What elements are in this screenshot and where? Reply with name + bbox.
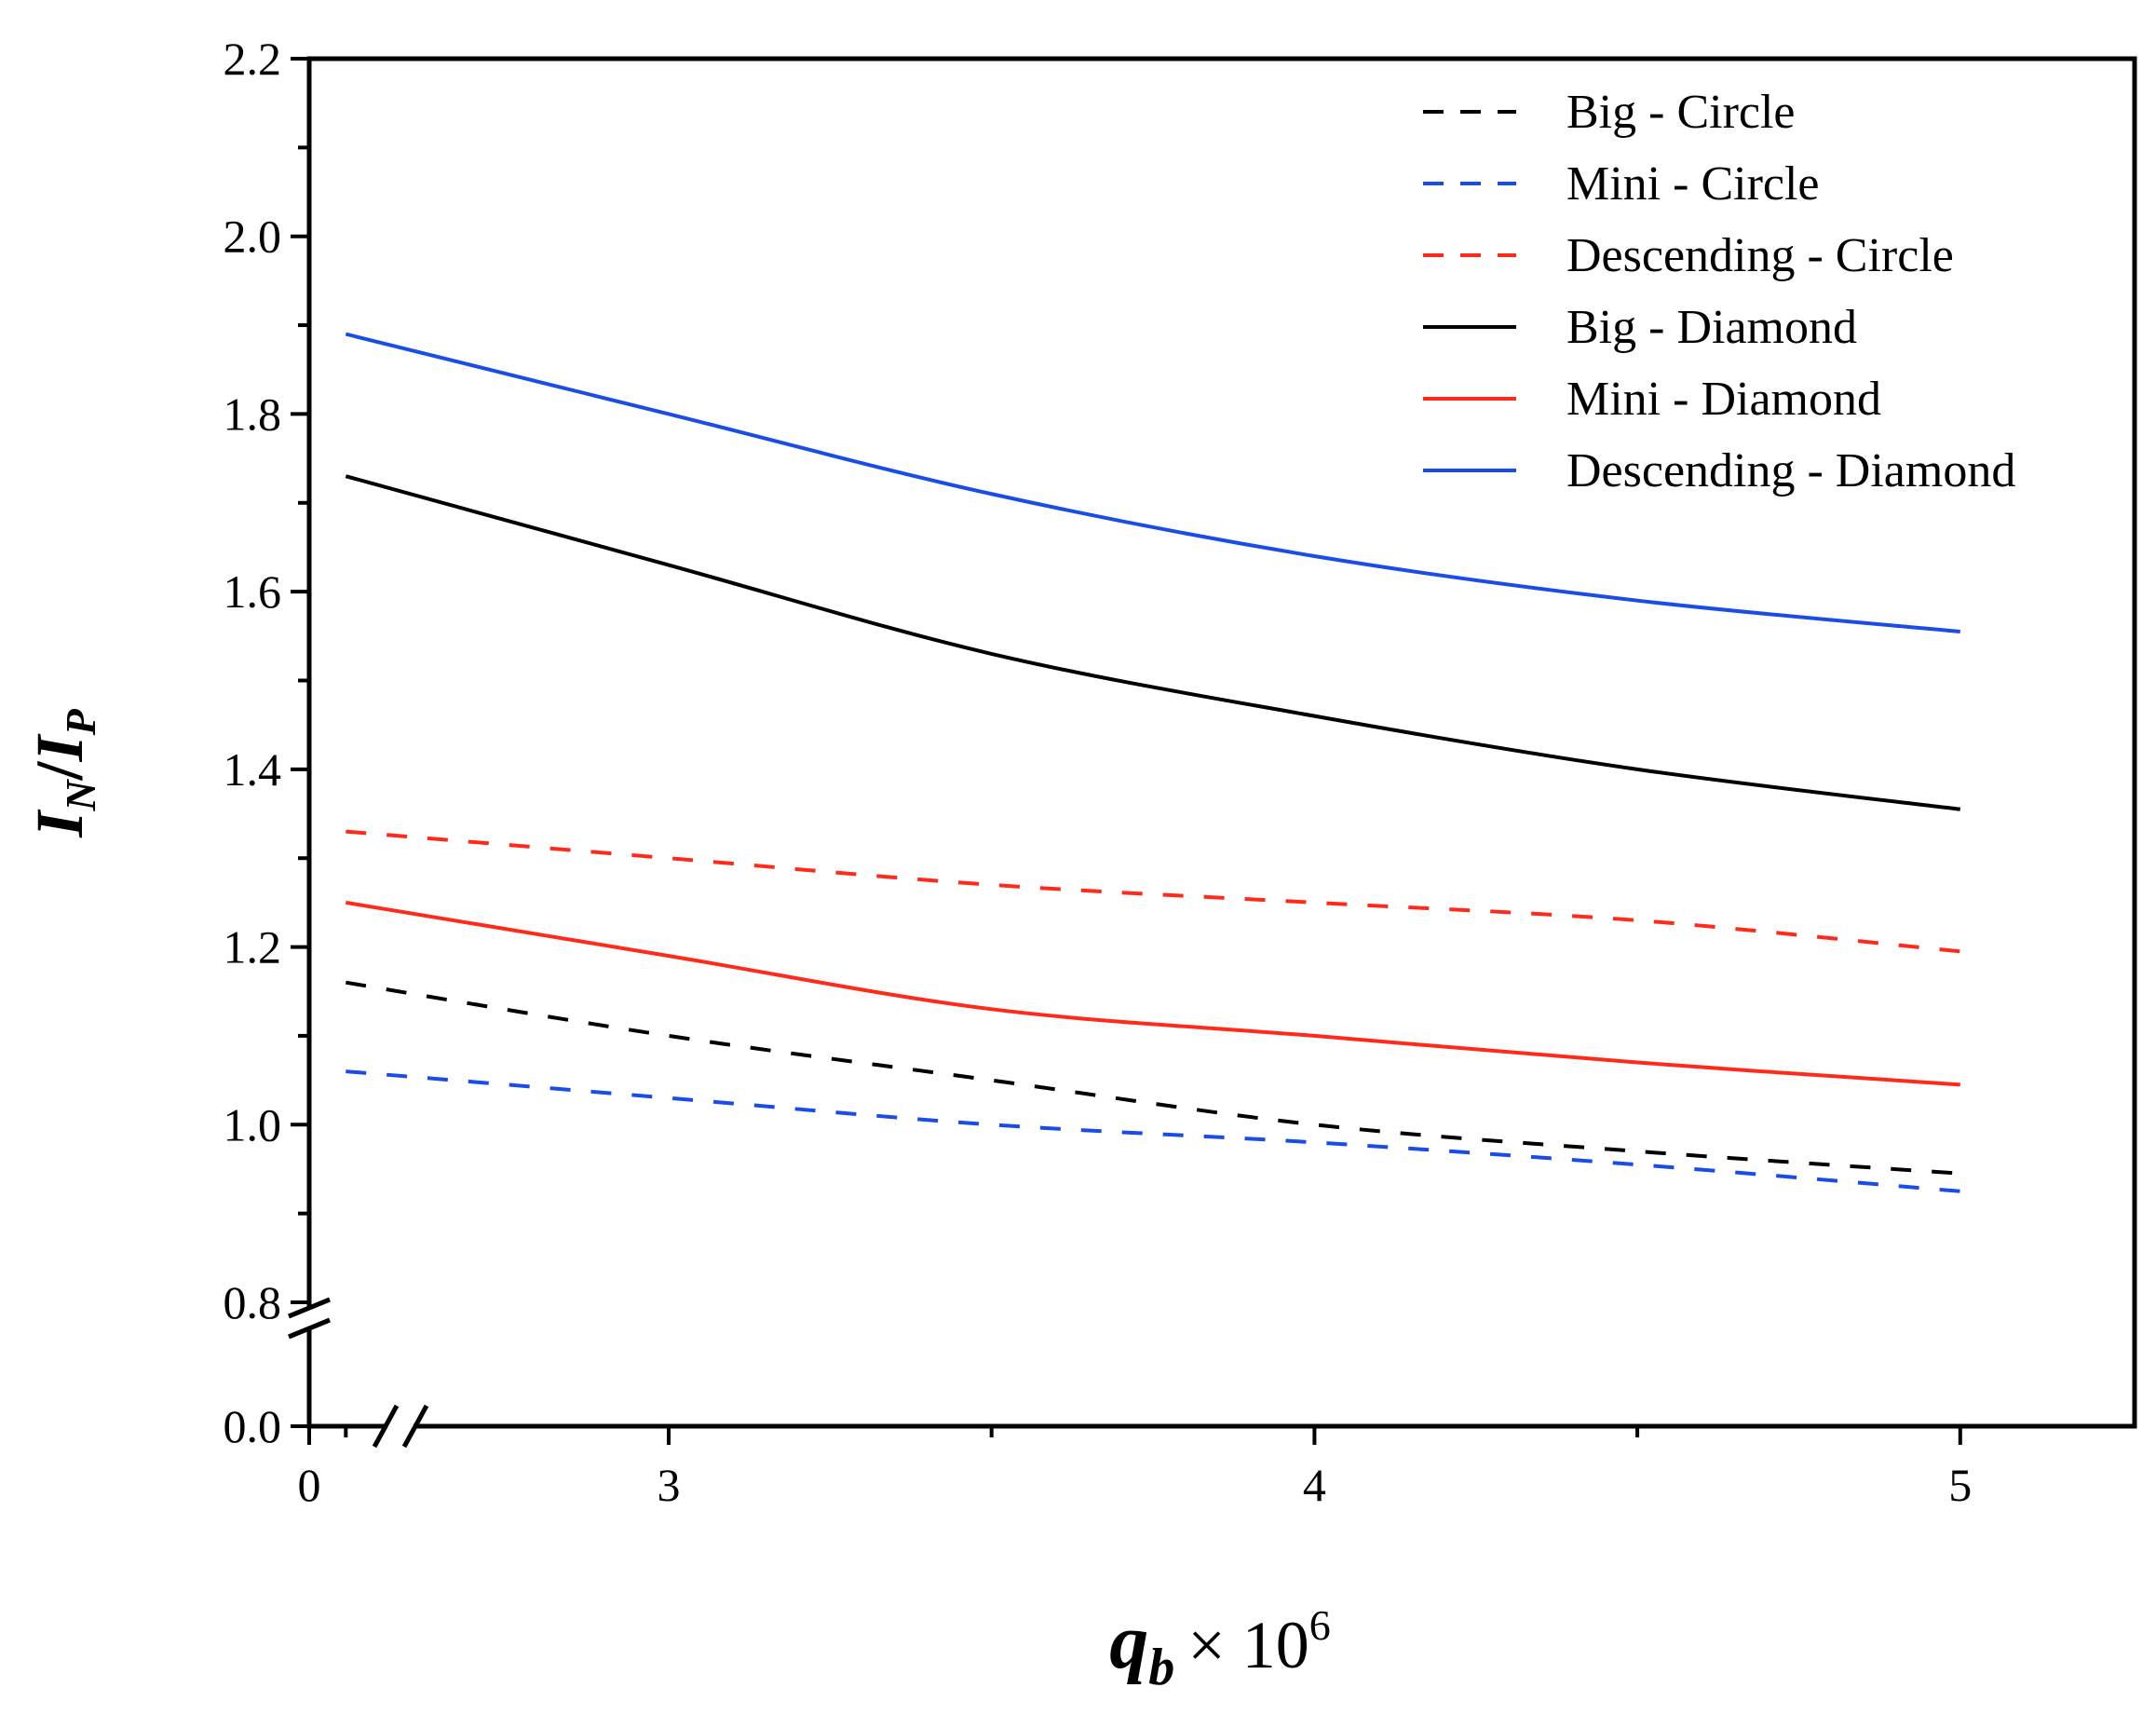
y-axis-title: IN/IP xyxy=(22,708,104,837)
series-line-descending-diamond xyxy=(345,332,1960,634)
y-title-i1: I xyxy=(22,809,97,838)
x-tick-label: 0 xyxy=(298,1459,321,1511)
x-break-mark xyxy=(372,1404,400,1449)
x-title-exp: 6 xyxy=(1309,1601,1331,1649)
series-layer xyxy=(345,332,1961,1193)
y-tick-label: 1.8 xyxy=(224,388,282,440)
legend-label: Big - Diamond xyxy=(1566,301,1857,354)
y-tick-label: 1.0 xyxy=(224,1098,282,1150)
ticks-layer: 0.0 0.8 1.0 1.2 1.4 1.6 1.8 2.0 2.2 0 3 4 5 xyxy=(224,33,1973,1511)
x-tick-label: 4 xyxy=(1303,1459,1326,1511)
series-line-mini-diamond xyxy=(345,900,1960,1087)
y-break-mark xyxy=(288,1317,331,1340)
x-title-times: × 10 xyxy=(1187,1608,1309,1682)
legend-label: Mini - Circle xyxy=(1566,157,1820,211)
y-tick-label: 1.2 xyxy=(224,921,282,973)
legend-label: Mini - Diamond xyxy=(1566,373,1881,426)
x-break-mark xyxy=(401,1404,429,1449)
y-title-slash: / xyxy=(22,760,97,781)
series-line-big-diamond xyxy=(345,474,1961,811)
series-line-big-circle xyxy=(345,980,1960,1176)
y-tick-label: 2.2 xyxy=(224,33,282,85)
y-break-mark xyxy=(288,1297,331,1319)
legend-label: Big - Circle xyxy=(1566,86,1796,139)
x-title-sub: b xyxy=(1148,1639,1174,1696)
y-tick-label: 1.6 xyxy=(224,565,282,618)
legend-label: Descending - Circle xyxy=(1566,229,1954,282)
legend-label: Descending - Diamond xyxy=(1566,444,2015,497)
y-title-sub1: N xyxy=(57,779,104,812)
x-tick-label: 5 xyxy=(1948,1459,1972,1511)
y-tick-label: 0.8 xyxy=(224,1276,282,1328)
x-tick-label: 3 xyxy=(658,1459,681,1511)
y-title-i2: I xyxy=(22,732,97,762)
x-title-q: q xyxy=(1109,1599,1148,1685)
y-title-sub2: P xyxy=(57,708,104,736)
y-tick-label: 2.0 xyxy=(224,211,282,263)
legend: Big - Circle Mini - Circle Descending - Ci… xyxy=(1423,86,2015,497)
series-line-mini-circle xyxy=(346,1069,1960,1193)
x-axis-title: qb × 106 xyxy=(1109,1599,1331,1696)
y-tick-label: 1.4 xyxy=(224,743,282,796)
y-tick-label: 0.0 xyxy=(224,1400,282,1452)
plot-frame xyxy=(288,56,2137,1449)
series-line-descending-circle xyxy=(346,829,1960,954)
plot-border xyxy=(306,56,2137,1429)
